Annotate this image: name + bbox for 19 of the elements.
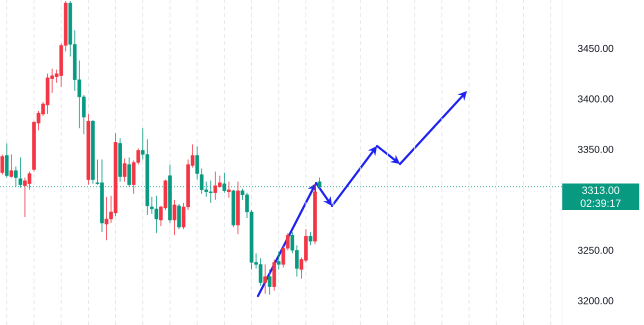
candlestick bbox=[122, 158, 126, 182]
candlestick bbox=[227, 181, 231, 198]
candlestick bbox=[195, 146, 199, 180]
y-tick-label: 3200.00 bbox=[578, 297, 614, 304]
y-tick-label: 3450.00 bbox=[578, 44, 614, 52]
text: 02:39:17 bbox=[580, 200, 621, 207]
candlestick bbox=[172, 199, 176, 236]
candlestick bbox=[10, 154, 14, 178]
candlestick bbox=[276, 250, 281, 270]
candlestick bbox=[308, 232, 312, 246]
y-tick-label: 3250.00 bbox=[578, 246, 614, 254]
y-tick-label: 3350.00 bbox=[578, 146, 614, 153]
ref-line-label: 3313.00 bbox=[582, 186, 620, 194]
candlestick bbox=[0, 154, 4, 176]
candlestick bbox=[263, 264, 267, 294]
candlestick bbox=[177, 203, 181, 230]
candlestick bbox=[268, 269, 272, 296]
y-tick-label: 3400.00 bbox=[578, 95, 614, 102]
candlestick bbox=[4, 142, 9, 178]
